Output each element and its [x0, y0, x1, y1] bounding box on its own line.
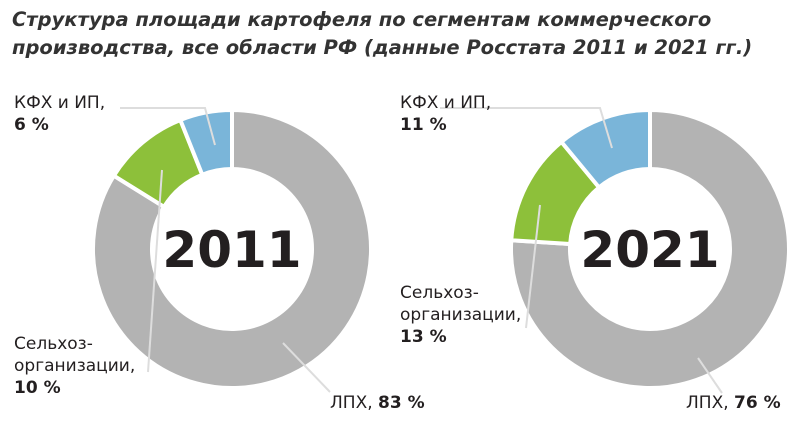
donut-hole-2021 [572, 171, 728, 327]
leader-line-lph-2021 [697, 357, 723, 394]
slice-kfh-2021 [558, 107, 652, 191]
label-selhoz-2021: Сельхоз-организации, 13 % [400, 283, 522, 347]
leader-line-lph-2011 [282, 342, 331, 393]
slice-lph-2011 [91, 107, 373, 390]
leader-line-selhoz-2021 [525, 204, 541, 329]
title-line-2: производства, все области РФ (данные Рос… [12, 36, 753, 59]
label-lph-2021: ЛПХ, 76 % [686, 393, 781, 413]
slice-kfh-2011 [177, 107, 234, 178]
leader-line-selhoz-2011 [147, 169, 163, 373]
label-selhoz-2011: Сельхоз-организации, 10 % [14, 334, 136, 398]
label-kfh-2011: КФХ и ИП, 6 % [14, 93, 106, 135]
label-lph-2011: ЛПХ, 83 % [330, 393, 425, 413]
donut-hole-2011 [154, 171, 310, 327]
leader-line-kfh-2011 [120, 107, 216, 146]
slice-lph-2021 [509, 107, 791, 390]
label-kfh-2021: КФХ и ИП, 11 % [400, 93, 492, 135]
chart-title: Структура площади картофеля по сегментам… [12, 6, 752, 62]
leader-line-kfh-2021 [440, 107, 613, 149]
center-label-2021: 2021 [580, 221, 719, 279]
center-label-2011: 2011 [162, 221, 301, 279]
title-line-1: Структура площади картофеля по сегментам… [12, 8, 712, 31]
